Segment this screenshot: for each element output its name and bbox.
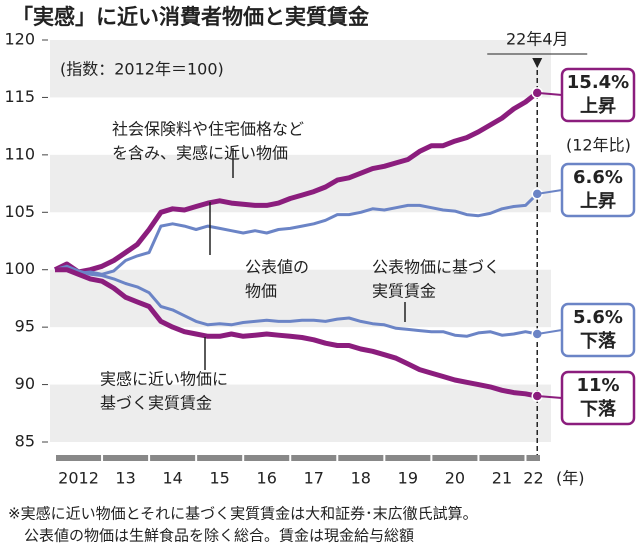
- series-label: 実質賃金: [372, 282, 436, 301]
- callout-label: 5.6%: [573, 307, 623, 328]
- x-tick-label: 21: [492, 469, 512, 488]
- series-line: [55, 192, 539, 276]
- callout-label: 15.4%: [567, 72, 629, 93]
- x-tick-label: 19: [398, 469, 418, 488]
- callout-label: 6.6%: [573, 167, 623, 188]
- series-label: 実感に近い物価に: [100, 370, 228, 389]
- x-tick-label: 15: [209, 469, 229, 488]
- y-tick-label: 90: [15, 374, 35, 393]
- marker-label: 22年4月: [506, 30, 569, 49]
- x-axis-segment: [197, 455, 243, 461]
- series-label: 基づく実質賃金: [100, 394, 212, 413]
- subtitle: (指数：2012年＝100): [60, 60, 224, 79]
- y-tick-label: 100: [4, 259, 35, 278]
- grid-band: [50, 384, 551, 442]
- y-tick-label: 95: [15, 317, 35, 336]
- series-label: 物価: [245, 282, 277, 301]
- callout-leader: [537, 91, 563, 96]
- series-line: [54, 264, 538, 338]
- x-tick-label: 17: [304, 469, 324, 488]
- x-axis-segment: [244, 455, 290, 461]
- y-tick-label: 105: [4, 202, 35, 221]
- callout-label: 11%: [576, 375, 619, 396]
- x-unit: (年): [556, 469, 585, 488]
- callout-label: 下落: [580, 331, 617, 352]
- callout-leader: [537, 329, 563, 336]
- x-tick-label: 14: [162, 469, 182, 488]
- chart-title: 「実感」に近い消費者物価と実質賃金: [12, 5, 370, 29]
- x-tick-label: 2012: [58, 469, 99, 488]
- y-tick-label: 115: [4, 87, 35, 106]
- callout-box: [560, 370, 636, 426]
- x-tick-label: 22: [523, 469, 543, 488]
- x-axis-segment: [385, 455, 431, 461]
- x-tick-label: 20: [445, 469, 465, 488]
- x-axis-segment: [56, 455, 102, 461]
- series-line: [53, 90, 539, 275]
- footnote: 公表値の物価は生鮮食品を除く総合。賃金は現金給与総額: [24, 527, 414, 545]
- x-tick-label: 13: [115, 469, 135, 488]
- grid-band: [50, 40, 551, 98]
- callout-label: 下落: [580, 399, 617, 420]
- x-axis-segment: [291, 455, 337, 461]
- x-axis-segment: [479, 455, 525, 461]
- x-tick-label: 16: [257, 469, 277, 488]
- y-tick-label: 110: [4, 144, 35, 163]
- grid-band: [50, 154, 551, 213]
- marker-arrow: [532, 58, 543, 68]
- series-label: を含み、実感に近い物価: [112, 144, 288, 163]
- callout-leader: [537, 395, 563, 399]
- x-tick-label: 18: [351, 469, 371, 488]
- footnote: ※実感に近い物価とそれに基づく実質賃金は大和証券･末広徹氏試算。: [8, 505, 478, 523]
- x-axis-segment: [432, 455, 478, 461]
- series-label: 社会保険料や住宅価格など: [112, 120, 304, 139]
- x-axis-segment: [150, 455, 196, 461]
- callout-box: [560, 162, 636, 218]
- callout-label: 上昇: [580, 96, 616, 117]
- y-tick-label: 120: [4, 30, 35, 49]
- callout-label: 上昇: [580, 191, 616, 212]
- callout-box: [560, 67, 636, 123]
- series-label: 公表物価に基づく: [372, 258, 500, 277]
- base-note: (12年比): [566, 136, 631, 155]
- y-tick-label: 85: [15, 432, 35, 451]
- x-axis-segment: [338, 455, 384, 461]
- series-line: [55, 267, 538, 399]
- callout-box: [560, 302, 636, 358]
- x-axis-segment: [526, 455, 540, 461]
- x-axis-segment: [103, 455, 149, 461]
- series-label: 公表値の: [245, 258, 309, 277]
- callout-leader: [537, 189, 563, 195]
